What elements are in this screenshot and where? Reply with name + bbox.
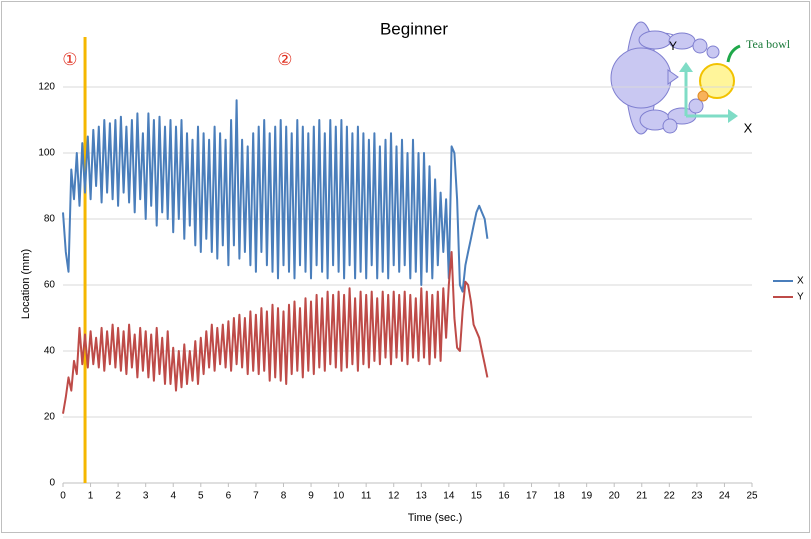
y-tick-label: 60 — [44, 280, 56, 291]
y-tick-label: 20 — [44, 412, 56, 423]
annotation: ① — [62, 50, 77, 69]
y-tick-label: 100 — [38, 148, 55, 159]
inset-x-label: X — [744, 120, 753, 135]
x-tick-label: 5 — [198, 491, 204, 502]
chart-title: Beginner — [380, 19, 448, 38]
y-tick-label: 0 — [49, 478, 55, 489]
chart-border — [2, 2, 810, 533]
x-tick-label: 0 — [60, 491, 66, 502]
x-tick-label: 25 — [746, 491, 758, 502]
x-tick-label: 23 — [691, 491, 703, 502]
x-tick-label: 19 — [581, 491, 593, 502]
x-tick-label: 16 — [498, 491, 510, 502]
inset-y-label: Y — [669, 39, 677, 53]
x-tick-label: 8 — [281, 491, 287, 502]
inset-object-label: Tea bowl — [746, 37, 791, 51]
x-tick-label: 1 — [88, 491, 94, 502]
x-axis-label: Time (sec.) — [408, 512, 463, 524]
y-tick-label: 120 — [38, 82, 55, 93]
x-tick-label: 22 — [664, 491, 676, 502]
legend-label: Y — [797, 292, 804, 303]
y-tick-label: 80 — [44, 214, 56, 225]
x-tick-label: 24 — [719, 491, 731, 502]
x-tick-label: 21 — [636, 491, 648, 502]
x-tick-label: 18 — [554, 491, 566, 502]
x-tick-label: 13 — [416, 491, 428, 502]
x-tick-label: 20 — [609, 491, 621, 502]
x-tick-label: 7 — [253, 491, 259, 502]
y-tick-label: 40 — [44, 346, 56, 357]
x-tick-label: 3 — [143, 491, 149, 502]
chart: Beginner Time (sec.) Location (mm) Y X T… — [0, 0, 811, 534]
annotation: ② — [277, 50, 292, 69]
y-axis-label: Location (mm) — [20, 249, 32, 319]
legend-label: X — [797, 276, 804, 287]
x-tick-label: 2 — [115, 491, 121, 502]
x-tick-label: 6 — [226, 491, 232, 502]
x-tick-label: 15 — [471, 491, 483, 502]
x-tick-label: 4 — [170, 491, 176, 502]
x-tick-label: 11 — [361, 491, 372, 502]
x-tick-label: 9 — [308, 491, 314, 502]
x-tick-label: 12 — [388, 491, 400, 502]
x-tick-label: 10 — [333, 491, 345, 502]
x-tick-label: 14 — [443, 491, 455, 502]
x-tick-label: 17 — [526, 491, 538, 502]
